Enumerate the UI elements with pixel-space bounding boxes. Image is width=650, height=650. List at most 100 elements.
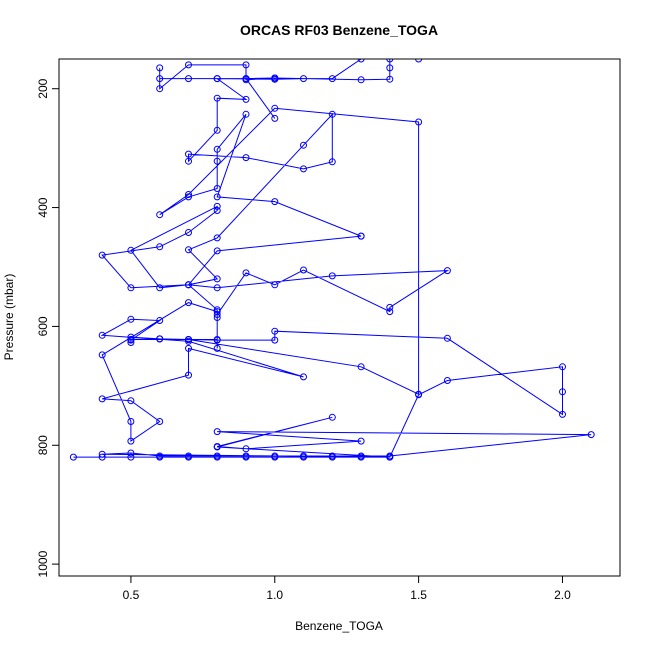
y-tick-label: 600 xyxy=(36,316,50,336)
data-point xyxy=(213,202,221,210)
data-point xyxy=(185,61,192,69)
data-point xyxy=(185,191,192,198)
y-axis: 200 400 600 800 1000 xyxy=(36,78,59,577)
data-point xyxy=(127,315,135,323)
x-tick-label: 2.0 xyxy=(554,588,571,602)
data-point xyxy=(415,59,423,63)
data-point xyxy=(185,281,192,289)
data-point xyxy=(300,266,307,274)
data-point xyxy=(156,418,164,425)
x-tick-label: 1.5 xyxy=(410,588,427,602)
data-point xyxy=(328,452,336,460)
data-point xyxy=(242,452,250,460)
data-point xyxy=(386,308,394,316)
data-point xyxy=(98,395,106,403)
data-point xyxy=(127,418,135,425)
data-point xyxy=(185,336,192,343)
data-point xyxy=(213,452,221,460)
x-tick-label: 1.0 xyxy=(266,588,283,602)
data-point xyxy=(559,388,566,396)
data-point xyxy=(443,334,451,342)
data-point xyxy=(213,308,221,316)
data-point xyxy=(156,317,164,324)
data-point xyxy=(98,331,106,339)
data-point xyxy=(185,150,192,158)
data-point xyxy=(328,75,336,83)
data-point xyxy=(127,246,135,254)
data-point xyxy=(357,59,365,63)
data-point xyxy=(127,453,135,461)
data-point xyxy=(127,397,135,405)
data-point xyxy=(213,275,221,283)
data-point xyxy=(242,75,250,83)
data-point xyxy=(559,410,566,418)
data-point xyxy=(386,64,394,72)
data-point xyxy=(415,118,423,126)
y-axis-label: Pressure (mbar) xyxy=(2,274,16,361)
data-point xyxy=(185,299,192,307)
data-point xyxy=(242,269,250,277)
data-point xyxy=(443,377,451,384)
data-point xyxy=(213,193,221,201)
data-point xyxy=(357,76,365,84)
plot-frame xyxy=(58,58,621,577)
data-point xyxy=(213,311,221,318)
chart-title: ORCAS RF03 Benzene_TOGA xyxy=(240,22,438,38)
data-point xyxy=(185,229,192,236)
y-tick-label: 800 xyxy=(36,435,50,455)
data-point xyxy=(185,246,192,254)
data-point xyxy=(357,452,365,460)
series-line xyxy=(73,59,592,458)
data-point xyxy=(300,75,307,83)
data-point xyxy=(127,336,135,343)
data-point xyxy=(213,336,221,343)
data-point xyxy=(271,74,279,82)
data-point xyxy=(213,344,221,352)
data-point xyxy=(185,193,192,201)
data-point xyxy=(213,94,221,102)
data-point xyxy=(127,339,135,346)
data-point xyxy=(328,110,336,118)
data-point xyxy=(127,333,135,341)
data-point xyxy=(357,437,365,445)
y-tick-label: 200 xyxy=(36,78,50,98)
y-tick-label: 1000 xyxy=(36,550,50,577)
data-point xyxy=(300,373,307,381)
data-point xyxy=(242,61,250,69)
data-point xyxy=(156,85,164,93)
data-point xyxy=(98,251,106,259)
data-point xyxy=(271,281,279,289)
data-point xyxy=(127,449,135,457)
data-layer xyxy=(69,59,595,461)
data-point xyxy=(386,453,394,461)
data-point xyxy=(587,431,595,439)
data-point xyxy=(156,64,164,72)
data-point xyxy=(185,371,192,379)
data-point xyxy=(271,198,279,206)
data-point xyxy=(156,211,164,219)
data-point xyxy=(271,104,279,112)
data-point xyxy=(185,344,192,352)
data-point xyxy=(242,110,250,118)
data-point xyxy=(156,75,164,83)
x-axis-label: Benzene_TOGA xyxy=(295,619,383,633)
data-point xyxy=(386,59,394,63)
data-point xyxy=(443,267,451,275)
data-point xyxy=(242,445,250,453)
data-point xyxy=(69,453,77,461)
x-axis: 0.5 1.0 1.5 2.0 xyxy=(123,576,571,602)
data-point xyxy=(213,185,221,192)
data-point xyxy=(386,75,394,83)
data-point xyxy=(271,336,279,344)
data-point xyxy=(127,437,135,445)
data-point xyxy=(415,390,423,398)
data-point xyxy=(98,450,106,458)
data-point xyxy=(156,243,164,251)
data-point xyxy=(98,351,106,359)
data-point xyxy=(156,284,164,292)
data-point xyxy=(213,207,221,214)
data-point xyxy=(213,284,221,292)
data-point xyxy=(357,232,365,240)
